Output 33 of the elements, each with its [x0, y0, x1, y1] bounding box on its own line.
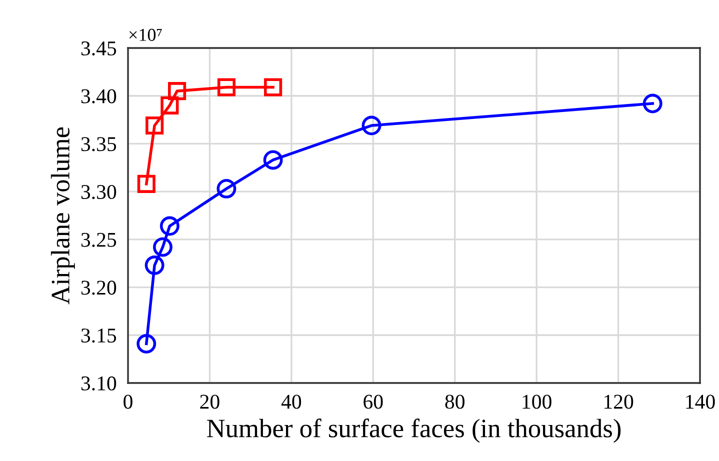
- y-tick-label: 3.25: [81, 232, 116, 247]
- x-tick-label: 20: [200, 394, 220, 409]
- point: [160, 96, 179, 114]
- point: [264, 78, 282, 96]
- x-tick-label: 140: [686, 394, 715, 409]
- y-tick-label: 3.30: [81, 184, 116, 200]
- y-axis-title: Airplane volume: [50, 127, 75, 304]
- x-tick-label: 60: [364, 394, 383, 409]
- x-tick-label: 0: [124, 394, 132, 409]
- point: [153, 237, 172, 257]
- y-tick-label: 3.20: [81, 280, 116, 295]
- point: [160, 216, 180, 236]
- x-tick-label: 120: [604, 394, 634, 409]
- point: [216, 178, 236, 198]
- point: [137, 174, 156, 193]
- y-tick-label: 3.10: [81, 376, 116, 391]
- point: [136, 334, 156, 354]
- x-tick-label: 100: [522, 394, 552, 409]
- point: [263, 150, 283, 170]
- x-axis-title: Number of surface faces (in thousands): [207, 418, 621, 443]
- text: ×10⁷: [129, 28, 162, 41]
- point: [168, 82, 186, 100]
- y-tick-label: 3.15: [81, 328, 116, 343]
- x-tick-label: 80: [445, 394, 464, 409]
- point: [362, 116, 382, 136]
- point: [146, 116, 164, 135]
- y-tick-label: 3.35: [81, 137, 116, 152]
- y-tick-label: 3.40: [81, 89, 116, 104]
- x-tick-label: 40: [281, 394, 302, 409]
- point: [217, 78, 236, 96]
- point: [642, 94, 662, 114]
- y-tick-label: 3.45: [81, 41, 116, 56]
- point: [144, 256, 164, 275]
